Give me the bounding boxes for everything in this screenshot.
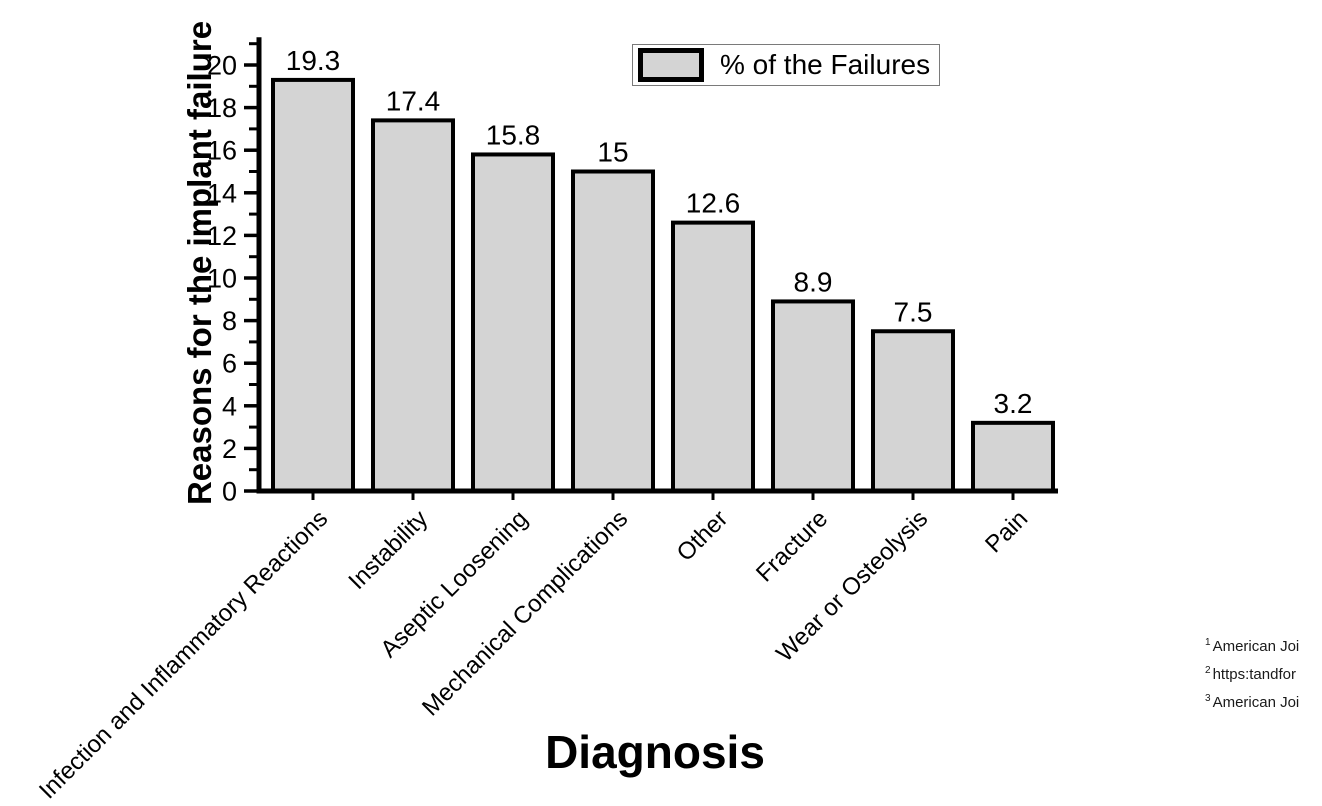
- bar-value-label: 8.9: [794, 266, 833, 297]
- legend-swatch: [638, 48, 704, 82]
- footnote-text: https:tandfor: [1212, 666, 1296, 683]
- bar-value-label: 19.3: [286, 45, 341, 76]
- footnote-line: 3 American Joi: [1205, 687, 1299, 715]
- y-tick-label: 0: [222, 477, 237, 507]
- y-tick-label: 6: [222, 349, 237, 379]
- bar: [671, 220, 755, 493]
- y-tick-label: 20: [207, 51, 237, 81]
- bar: [971, 420, 1055, 493]
- y-tick-label: 12: [207, 221, 237, 251]
- footnote-line: 1 American Joi: [1205, 631, 1299, 659]
- footnote-text: American Joi: [1212, 694, 1300, 711]
- x-axis-title: Diagnosis: [545, 726, 765, 778]
- x-tick-label: Instability: [343, 505, 433, 595]
- footnote-text: American Joi: [1212, 638, 1300, 655]
- y-tick-label: 18: [207, 93, 237, 123]
- legend-label: % of the Failures: [720, 49, 931, 80]
- bar-value-label: 7.5: [894, 296, 933, 327]
- y-tick-label: 16: [207, 136, 237, 166]
- y-tick-label: 14: [207, 178, 237, 208]
- bar: [371, 118, 455, 493]
- x-tick-label: Fracture: [751, 505, 833, 587]
- bar-value-label: 15: [597, 137, 628, 168]
- bar-value-label: 15.8: [486, 119, 541, 150]
- bar-value-label: 17.4: [386, 85, 441, 116]
- bar-value-label: 3.2: [994, 388, 1033, 419]
- bar: [871, 329, 955, 493]
- bar: [271, 77, 355, 493]
- footnote-marker: 2: [1205, 665, 1211, 676]
- bar-value-label: 12.6: [686, 188, 741, 219]
- legend: % of the Failures: [632, 44, 940, 86]
- x-tick-label: Pain: [980, 505, 1033, 558]
- y-tick-label: 10: [207, 264, 237, 294]
- footnotes: 1 American Joi 2 https:tandfor 3 American J…: [1205, 631, 1299, 715]
- x-tick-label: Infection and Inflammatory Reactions: [34, 505, 333, 804]
- bar: [771, 299, 855, 493]
- x-tick-label: Other: [672, 505, 734, 567]
- footnote-marker: 1: [1205, 637, 1211, 648]
- x-tick-label: Mechanical Complications: [417, 505, 633, 721]
- footnote-line: 2 https:tandfor: [1205, 659, 1299, 687]
- y-axis-title: Reasons for the implant failure: [181, 20, 218, 506]
- bar: [471, 152, 555, 494]
- y-tick-label: 8: [222, 306, 237, 336]
- y-tick-label: 4: [222, 391, 237, 421]
- bar: [571, 169, 655, 493]
- y-tick-label: 2: [222, 434, 237, 464]
- footnote-marker: 3: [1205, 693, 1211, 704]
